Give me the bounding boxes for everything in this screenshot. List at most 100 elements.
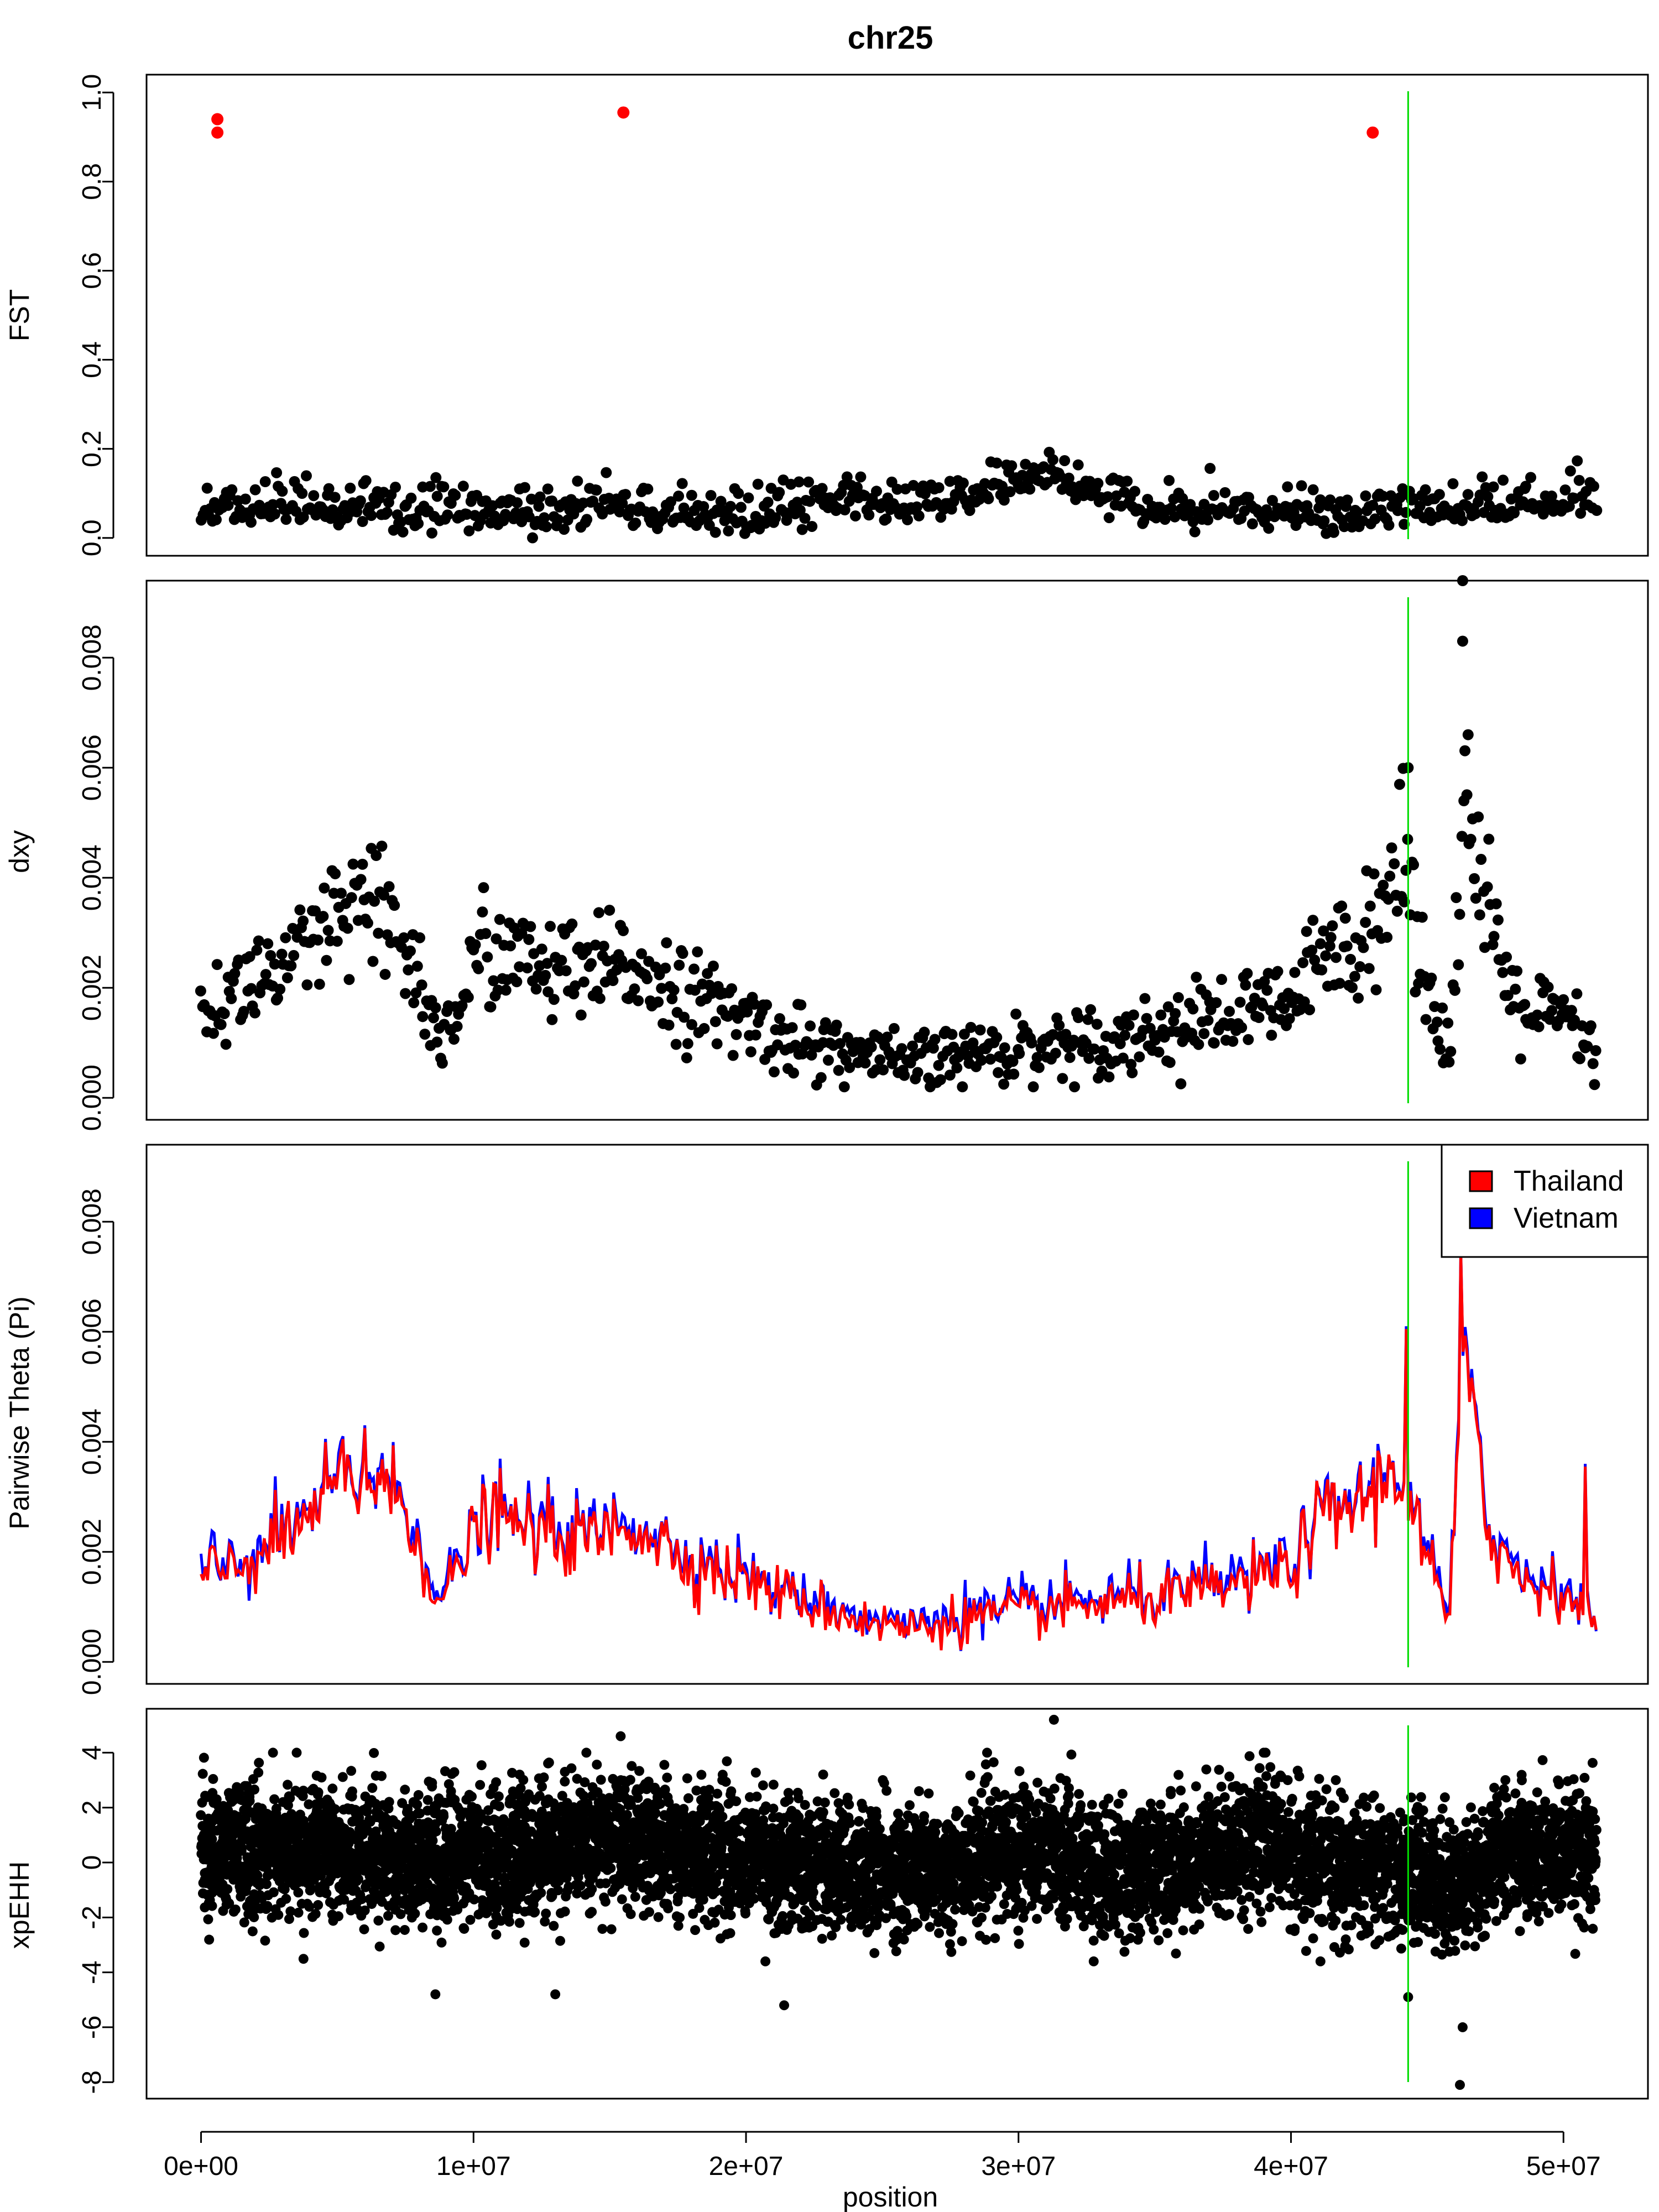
data-point xyxy=(1564,465,1576,477)
data-point xyxy=(999,1042,1010,1053)
legend-label-vietnam: Vietnam xyxy=(1514,1202,1619,1234)
data-point xyxy=(1462,489,1474,500)
data-point xyxy=(534,491,546,503)
data-point xyxy=(253,935,264,947)
data-point xyxy=(993,1067,1004,1078)
data-point xyxy=(629,983,640,995)
data-point xyxy=(1088,1044,1100,1055)
data-point xyxy=(762,497,774,508)
data-point xyxy=(446,1823,456,1834)
data-point xyxy=(232,1853,242,1863)
data-point xyxy=(805,1020,816,1032)
data-point xyxy=(662,1772,672,1783)
data-point xyxy=(723,525,734,537)
data-point xyxy=(935,512,947,523)
data-point xyxy=(965,1021,977,1033)
data-point xyxy=(552,514,564,525)
legend-swatch-vietnam xyxy=(1469,1207,1493,1229)
data-point xyxy=(885,1899,896,1910)
data-point xyxy=(919,1026,930,1038)
data-point xyxy=(245,517,257,528)
data-point xyxy=(778,1911,788,1921)
data-point xyxy=(294,904,306,916)
data-point xyxy=(197,1768,208,1779)
y-axis-label: dxy xyxy=(4,830,35,873)
data-point xyxy=(359,1924,369,1934)
data-point xyxy=(1240,979,1251,991)
fst-points xyxy=(195,91,1603,544)
data-point xyxy=(570,980,581,992)
data-point xyxy=(1490,898,1502,910)
data-point xyxy=(839,504,851,515)
data-point xyxy=(726,983,738,994)
data-point xyxy=(675,1912,685,1923)
data-point xyxy=(1082,1014,1094,1025)
data-point xyxy=(709,526,721,538)
data-point xyxy=(912,1067,924,1078)
data-point xyxy=(991,1031,1003,1043)
data-point xyxy=(1004,486,1016,498)
data-point xyxy=(274,983,286,995)
data-point xyxy=(207,1027,219,1039)
data-point xyxy=(1542,982,1554,993)
data-point xyxy=(1492,914,1504,926)
data-point xyxy=(281,972,293,984)
data-point xyxy=(655,1798,666,1809)
data-point xyxy=(587,1907,597,1917)
data-point xyxy=(199,1752,209,1763)
data-point xyxy=(397,526,409,538)
data-point xyxy=(566,1763,577,1773)
data-point xyxy=(347,858,359,870)
data-point xyxy=(284,1914,294,1924)
data-point xyxy=(725,500,737,512)
data-point xyxy=(604,904,615,916)
data-point xyxy=(335,888,347,899)
data-point xyxy=(665,496,677,508)
y-axis-label: FST xyxy=(4,289,35,341)
data-point xyxy=(1483,833,1495,845)
data-point xyxy=(430,1002,441,1014)
data-point xyxy=(735,502,747,513)
data-point xyxy=(1050,1047,1061,1059)
data-point xyxy=(760,1956,771,1966)
data-point xyxy=(1033,1062,1045,1073)
data-point xyxy=(208,1773,218,1784)
data-point xyxy=(298,1786,309,1796)
data-point xyxy=(1447,478,1459,489)
data-point xyxy=(1469,873,1480,884)
data-point xyxy=(1314,494,1326,505)
data-point xyxy=(268,1887,279,1897)
legend-swatch-thailand xyxy=(1469,1170,1493,1192)
data-point xyxy=(1368,868,1380,880)
data-point xyxy=(204,1934,215,1945)
data-point xyxy=(430,472,442,483)
data-point xyxy=(1588,481,1599,492)
data-point xyxy=(491,1929,502,1940)
data-point xyxy=(396,941,408,953)
data-point xyxy=(1164,1057,1176,1068)
data-point xyxy=(630,517,641,529)
data-point xyxy=(442,509,453,521)
data-point xyxy=(546,1014,558,1025)
data-point xyxy=(1114,1038,1126,1050)
data-point xyxy=(1014,1048,1025,1060)
data-point xyxy=(1316,964,1328,975)
data-point xyxy=(611,964,623,975)
chart-title: chr25 xyxy=(848,20,933,56)
data-point xyxy=(575,1009,587,1021)
data-point xyxy=(321,1888,332,1898)
data-point xyxy=(1587,1058,1599,1070)
data-point xyxy=(899,1934,909,1945)
data-point xyxy=(944,476,956,487)
data-point xyxy=(525,493,537,505)
data-point xyxy=(244,1796,255,1806)
data-point xyxy=(518,1775,529,1785)
data-point xyxy=(354,495,366,507)
data-point xyxy=(1477,471,1488,483)
data-point xyxy=(475,1780,486,1790)
data-point xyxy=(794,504,806,516)
data-point xyxy=(530,1907,540,1917)
data-point xyxy=(698,1022,710,1034)
data-point xyxy=(1360,490,1371,502)
data-point xyxy=(504,1917,515,1927)
